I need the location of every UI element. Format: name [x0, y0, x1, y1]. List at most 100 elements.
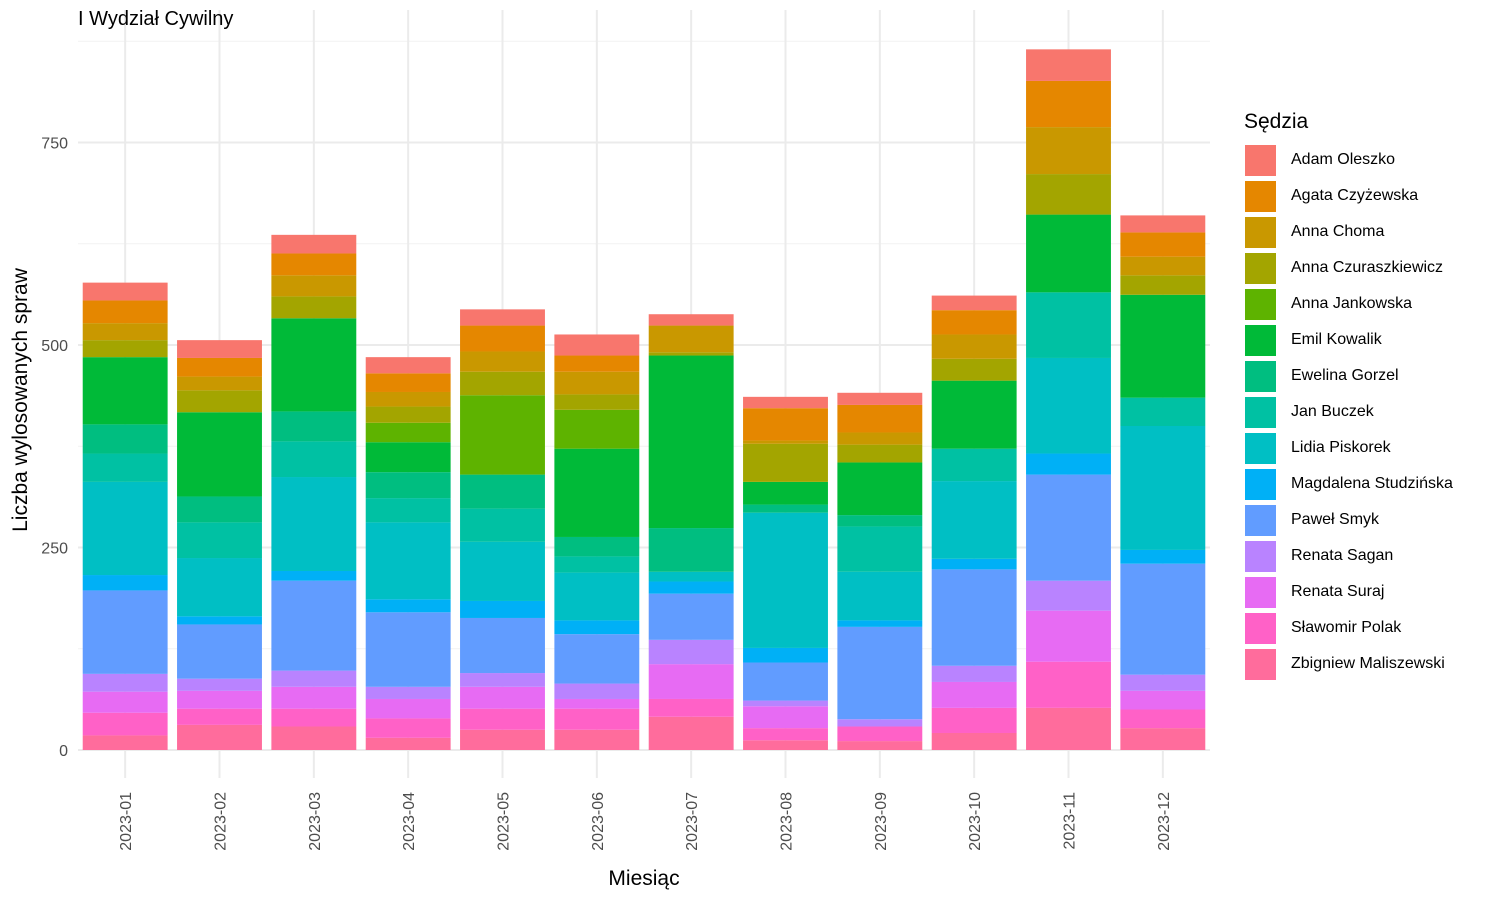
bar-segment [743, 662, 828, 701]
bar-segment [1120, 232, 1206, 257]
bar-segment [365, 391, 451, 407]
x-tick-label: 2023-02 [213, 792, 230, 851]
bar-segment [554, 334, 640, 356]
legend-swatch [1244, 503, 1277, 537]
bar-segment [1120, 674, 1206, 691]
legend-swatch [1244, 575, 1277, 609]
bar-segment [743, 647, 828, 663]
bar-segment [1120, 709, 1206, 729]
bar-segment [271, 253, 357, 276]
bar-segment [931, 569, 1017, 666]
legend-item: Renata Suraj [1244, 574, 1453, 610]
bar-segment [554, 634, 640, 684]
bar-segment [271, 477, 357, 571]
bar-segment [648, 571, 734, 582]
bar-segment [177, 412, 262, 497]
bar-segment [931, 558, 1017, 570]
bar-segment [743, 728, 828, 741]
y-tick-label: 250 [41, 541, 68, 558]
bar-segment [1120, 690, 1206, 710]
legend-item: Agata Czyżewska [1244, 178, 1453, 214]
bar-segment [648, 352, 734, 356]
bar-segment [931, 334, 1017, 359]
bar-segment [177, 708, 262, 725]
legend-label: Anna Jankowska [1291, 295, 1412, 312]
bar-segment [271, 441, 357, 478]
x-tick-label: 2023-08 [779, 792, 796, 851]
bar-segment [82, 424, 168, 454]
bar-segment [365, 498, 451, 523]
bar-segment [365, 357, 451, 374]
bar-segment [931, 295, 1017, 311]
bar-segment [365, 472, 451, 499]
bar-segment [271, 570, 357, 581]
legend-item: Sławomir Polak [1244, 610, 1453, 646]
bar-segment [271, 411, 357, 442]
bar-segment [271, 275, 357, 297]
bar-segment [365, 442, 451, 473]
bar-segment [460, 371, 545, 396]
legend-items: Adam Oleszko Agata Czyżewska Anna Choma Ann… [1244, 142, 1453, 682]
legend-item: Lidia Piskorek [1244, 430, 1453, 466]
legend-label: Paweł Smyk [1291, 511, 1380, 528]
bar-segment [743, 443, 828, 482]
bar-segment [1120, 256, 1206, 276]
legend-label: Anna Czuraszkiewicz [1291, 259, 1444, 276]
bar-segment [743, 706, 828, 729]
bar-segment [931, 358, 1017, 381]
legend-item: Renata Sagan [1244, 538, 1453, 574]
bar-segment [837, 620, 923, 627]
legend-item: Anna Czuraszkiewicz [1244, 250, 1453, 286]
bar-segment [271, 726, 357, 750]
bar-segment [82, 453, 168, 482]
bar-segment [365, 612, 451, 687]
bar-segment [743, 440, 828, 444]
bar-segment [837, 462, 923, 516]
bar-segment [82, 481, 168, 576]
bar-segment [271, 580, 357, 671]
bar-segment [837, 432, 923, 445]
legend-item: Anna Jankowska [1244, 286, 1453, 322]
bar-segment [460, 686, 545, 709]
bar-segment [837, 444, 923, 463]
bar-segment [177, 496, 262, 523]
bar-segment [365, 373, 451, 392]
bar-segment [648, 639, 734, 665]
bar-segment [743, 740, 828, 750]
bar-segment [460, 708, 545, 730]
bar-segment [1120, 275, 1206, 295]
bar-segment [82, 323, 168, 341]
bar-segment [82, 340, 168, 358]
bar-segment [82, 590, 168, 674]
bar-segment [648, 355, 734, 529]
legend-item: Magdalena Studzińska [1244, 466, 1453, 502]
bar-segment [82, 357, 168, 425]
legend-swatch [1244, 143, 1277, 177]
legend-label: Emil Kowalik [1291, 331, 1382, 348]
x-axis-label: Miesiąc [608, 867, 679, 890]
bar-segment [365, 599, 451, 613]
bar-segment [1026, 474, 1111, 581]
legend-item: Adam Oleszko [1244, 142, 1453, 178]
bar-segment [1026, 127, 1111, 175]
legend-label: Anna Choma [1291, 223, 1385, 240]
legend-title: Sędzia [1244, 110, 1309, 133]
bar-segment [1026, 580, 1111, 611]
bar-segment [177, 690, 262, 709]
bar-segment [271, 318, 357, 412]
y-axis-label: Liczba wylosowanych spraw [9, 267, 32, 532]
x-tick-label: 2023-10 [967, 792, 984, 851]
bar-segment [554, 394, 640, 410]
bar-segment [837, 404, 923, 433]
bar-segment [554, 729, 640, 750]
bar-segment [1120, 397, 1206, 426]
bar-segment [177, 522, 262, 559]
bar-segment [1120, 215, 1206, 233]
bar-segment [365, 737, 451, 750]
bar-segment [648, 664, 734, 699]
bar-segment [82, 575, 168, 591]
legend-item: Zbigniew Maliszewski [1244, 646, 1453, 682]
bar-segment [460, 729, 545, 750]
bar-segment [648, 528, 734, 572]
